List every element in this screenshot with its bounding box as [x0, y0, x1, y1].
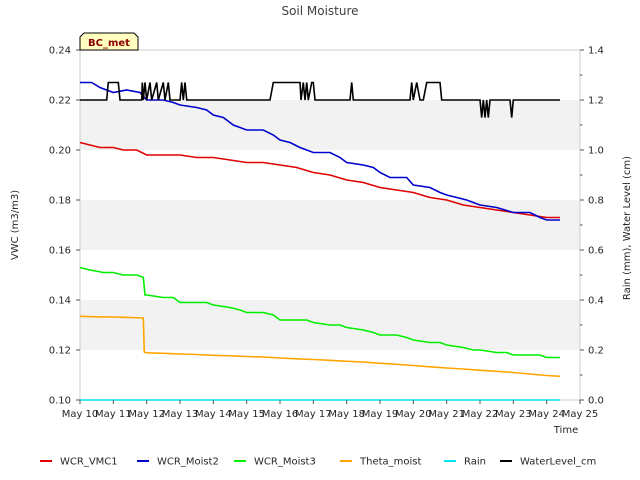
y-left-tick-label: 0.16 [49, 246, 71, 257]
legend: WCR_VMC1 WCR_Moist2 WCR_Moist3 Theta_moist R… [40, 457, 596, 468]
y-left-tick-label: 0.10 [49, 396, 71, 407]
series-line-wcr-vmc1 [79, 141, 560, 219]
y-left-tick-label: 0.22 [49, 96, 71, 107]
y-right-tick-label: 1.0 [588, 146, 604, 157]
x-tick-label: May 20 [395, 409, 432, 420]
x-tick-label: May 22 [462, 409, 499, 420]
site-badge: BC_met [79, 32, 139, 51]
x-tick-label: May 12 [128, 409, 165, 420]
x-tick-label: May 19 [362, 409, 399, 420]
y-right-tick-label: 1.4 [588, 46, 604, 57]
y-right-tick-label: 0.8 [588, 196, 604, 207]
x-tick-label: May 16 [262, 409, 299, 420]
x-tick-label: May 23 [495, 409, 532, 420]
x-tick-label: May 18 [328, 409, 365, 420]
y-left-tick-label: 0.24 [49, 46, 71, 57]
series-line-wcr-moist3 [79, 266, 560, 359]
y-axis-right-ticks: 0.0 0.2 0.4 0.6 0.8 1.0 1.2 1.4 [580, 46, 604, 407]
site-badge-label: BC_met [88, 38, 130, 49]
grid-bands [80, 100, 580, 350]
series-layer [79, 81, 561, 401]
chart-title: Soil Moisture [281, 4, 358, 18]
x-tick-label: May 10 [62, 409, 99, 420]
legend-label: WCR_VMC1 [60, 457, 118, 468]
x-tick-label: May 11 [95, 409, 132, 420]
x-tick-label: May 24 [528, 409, 565, 420]
site-badge-box [79, 32, 139, 51]
legend-label: Rain [464, 457, 486, 468]
legend-label: WCR_Moist3 [254, 457, 316, 468]
y-left-tick-label: 0.20 [49, 146, 71, 157]
grid-band [80, 200, 580, 250]
y-axis-left-ticks: 0.10 0.12 0.14 0.16 0.18 0.20 0.22 0.24 [49, 46, 80, 407]
y-left-tick-label: 0.14 [49, 296, 71, 307]
y-right-tick-label: 1.2 [588, 96, 604, 107]
x-tick-label: May 21 [428, 409, 465, 420]
grid-band [80, 100, 580, 150]
series-line-wcr-moist2 [80, 81, 560, 221]
legend-label: WCR_Moist2 [157, 457, 219, 468]
y-left-tick-label: 0.12 [49, 346, 71, 357]
y-right-tick-label: 0.0 [588, 396, 604, 407]
series-line-waterlevel-cm [80, 81, 560, 118]
y-right-tick-label: 0.2 [588, 346, 604, 357]
x-tick-label: May 15 [228, 409, 265, 420]
x-tick-label: May 13 [162, 409, 199, 420]
y-right-tick-label: 0.4 [588, 296, 604, 307]
legend-label: Theta_moist [359, 457, 421, 468]
series-line-theta-moist [79, 315, 561, 378]
y-axis-left-title: VWC (m3/m3) [10, 190, 21, 260]
x-tick-label: May 25 [562, 409, 599, 420]
x-tick-label: May 14 [195, 409, 232, 420]
x-axis-title: Time [553, 425, 578, 436]
y-left-tick-label: 0.18 [49, 196, 71, 207]
y-right-tick-label: 0.6 [588, 246, 604, 257]
y-axis-right-title: Rain (mm), Water Level (cm) [622, 156, 633, 300]
legend-label: WaterLevel_cm [520, 457, 596, 468]
x-tick-label: May 17 [295, 409, 332, 420]
